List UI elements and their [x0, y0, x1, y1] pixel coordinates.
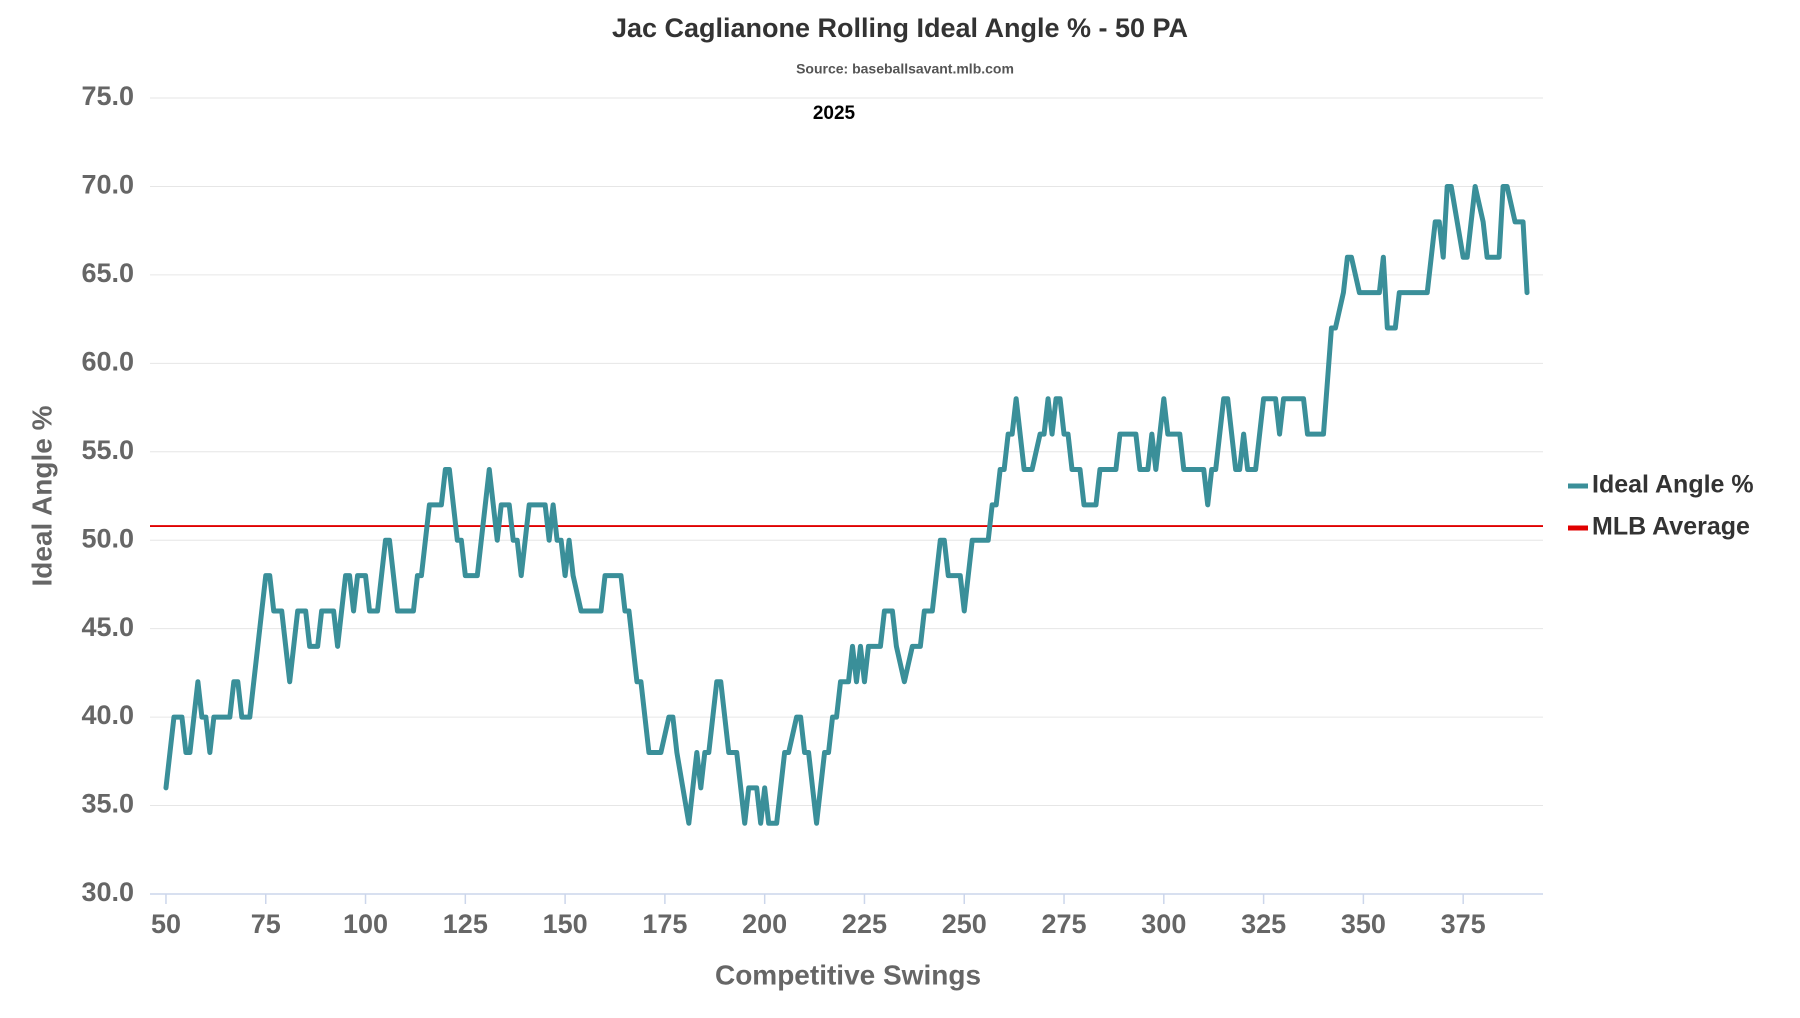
x-tick-label: 250	[942, 909, 987, 939]
y-tick-label: 75.0	[81, 81, 134, 111]
x-tick-label: 325	[1241, 909, 1286, 939]
y-tick-label: 65.0	[81, 258, 134, 288]
y-tick-label: 70.0	[81, 170, 134, 200]
y-tick-label: 40.0	[81, 700, 134, 730]
y-tick-label: 60.0	[81, 346, 134, 376]
x-tick-label: 375	[1441, 909, 1486, 939]
x-tick-label: 175	[642, 909, 687, 939]
x-tick-label: 300	[1141, 909, 1186, 939]
chart-title: Jac Caglianone Rolling Ideal Angle % - 5…	[612, 13, 1188, 43]
y-axis-title: Ideal Angle %	[26, 405, 57, 586]
x-tick-label: 225	[842, 909, 887, 939]
x-tick-label: 350	[1341, 909, 1386, 939]
legend-label: MLB Average	[1592, 513, 1750, 541]
x-tick-label: 100	[343, 909, 388, 939]
x-tick-label: 50	[151, 909, 181, 939]
x-tick-label: 275	[1042, 909, 1087, 939]
y-tick-label: 50.0	[81, 523, 134, 553]
chart-subtitle: Source: baseballsavant.mlb.com	[796, 61, 1014, 77]
x-tick-label: 200	[742, 909, 787, 939]
annotation: 2025	[813, 103, 856, 124]
y-tick-label: 55.0	[81, 435, 134, 465]
y-tick-label: 35.0	[81, 789, 134, 819]
legend-label: Ideal Angle %	[1592, 471, 1754, 499]
data-line	[163, 183, 1530, 826]
x-tick-label: 150	[543, 909, 588, 939]
y-tick-label: 45.0	[81, 612, 134, 642]
y-tick-label: 30.0	[81, 877, 134, 907]
x-tick-label: 125	[443, 909, 488, 939]
x-axis-title: Competitive Swings	[715, 959, 981, 990]
x-tick-label: 75	[251, 909, 281, 939]
